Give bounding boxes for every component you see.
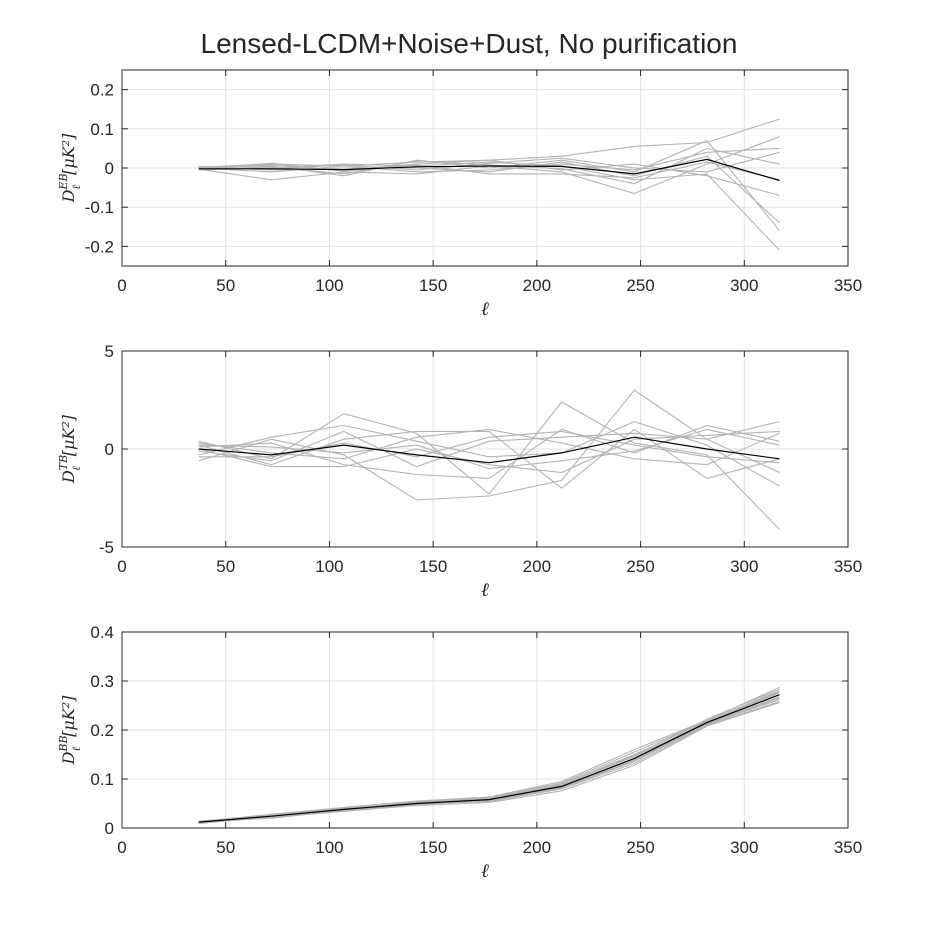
x-tick-label: 100 — [315, 276, 343, 295]
x-tick-label: 0 — [117, 276, 126, 295]
x-tick-label: 150 — [419, 557, 447, 576]
y-label-unit: [μK²] — [59, 695, 78, 737]
y-label-subscript: ℓ — [70, 466, 83, 471]
panel-bb: 0 50 100 150 200 250 300 35000.10.20.30.4ℓDBBℓ[… — [57, 623, 862, 882]
x-tick-label: 350 — [834, 838, 862, 857]
x-tick-label: 250 — [626, 557, 654, 576]
y-tick-label: -5 — [99, 538, 114, 557]
panels: 0 50 100 150 200 250 300 350-0.2-0.100.10.2ℓDEB… — [57, 69, 862, 882]
realization-line-10 — [198, 161, 780, 181]
panel-eb: 0 50 100 150 200 250 300 350-0.2-0.100.10.2ℓDEB… — [57, 69, 862, 320]
x-tick-label: 300 — [730, 838, 758, 857]
x-axis-label: ℓ — [481, 579, 489, 601]
y-tick-label: 0.2 — [90, 81, 114, 100]
x-tick-label: 0 — [117, 838, 126, 857]
y-tick-label: 5 — [105, 342, 114, 361]
y-label-superscript: EB — [57, 173, 70, 190]
y-tick-label: 0 — [105, 159, 114, 178]
y-tick-label: -0.2 — [85, 237, 114, 256]
y-label-superscript: BB — [57, 735, 70, 752]
x-tick-label: 100 — [315, 557, 343, 576]
realization-line-3 — [198, 428, 780, 489]
y-tick-label: 0 — [105, 440, 114, 459]
x-tick-label: 200 — [523, 838, 551, 857]
y-tick-label: 0.3 — [90, 672, 114, 691]
y-tick-label: 0.2 — [90, 721, 114, 740]
y-label-base: D — [59, 470, 78, 484]
x-tick-label: 50 — [216, 276, 235, 295]
x-tick-label: 0 — [117, 557, 126, 576]
y-label-base: D — [59, 189, 78, 203]
realization-line-9 — [198, 151, 780, 173]
y-label-superscript: TB — [57, 455, 70, 470]
x-tick-label: 350 — [834, 276, 862, 295]
figure-title: Lensed-LCDM+Noise+Dust, No purification — [201, 28, 738, 59]
x-tick-label: 50 — [216, 557, 235, 576]
realization-line-9 — [198, 691, 780, 823]
mean-line — [198, 436, 780, 464]
realization-line-1 — [198, 401, 780, 530]
x-tick-label: 150 — [419, 276, 447, 295]
y-tick-label: 0.4 — [90, 623, 114, 642]
y-axis-label: DEBℓ [μK²] — [57, 133, 83, 204]
y-label-subscript: ℓ — [70, 184, 83, 189]
x-tick-label: 50 — [216, 838, 235, 857]
y-tick-label: 0.1 — [90, 120, 114, 139]
x-tick-label: 200 — [523, 557, 551, 576]
x-tick-label: 150 — [419, 838, 447, 857]
y-tick-label: 0 — [105, 819, 114, 838]
y-label-base: D — [59, 751, 78, 765]
realization-line-7 — [198, 430, 780, 473]
x-tick-label: 300 — [730, 276, 758, 295]
y-axis-label: DTBℓ [μK²] — [57, 414, 83, 484]
x-tick-label: 100 — [315, 838, 343, 857]
y-label-subscript: ℓ — [70, 746, 83, 751]
x-tick-label: 250 — [626, 838, 654, 857]
y-label-unit: [μK²] — [59, 414, 78, 456]
realization-line-4 — [198, 424, 780, 479]
x-tick-label: 300 — [730, 557, 758, 576]
y-tick-label: 0.1 — [90, 770, 114, 789]
realization-line-2 — [198, 389, 780, 501]
realization-line-6 — [198, 159, 780, 196]
x-tick-label: 250 — [626, 276, 654, 295]
y-tick-label: -0.1 — [85, 198, 114, 217]
y-axis-label: DBBℓ [μK²] — [57, 695, 83, 766]
mean-line — [198, 158, 780, 182]
realization-line-10 — [198, 430, 780, 474]
y-label-unit: [μK²] — [59, 133, 78, 175]
mean-line — [198, 694, 780, 823]
realization-line-6 — [198, 428, 780, 466]
x-axis-label: ℓ — [481, 298, 489, 320]
x-tick-label: 350 — [834, 557, 862, 576]
realization-series — [198, 389, 780, 530]
x-axis-label: ℓ — [481, 860, 489, 882]
realization-line-5 — [198, 147, 780, 173]
x-tick-label: 200 — [523, 276, 551, 295]
